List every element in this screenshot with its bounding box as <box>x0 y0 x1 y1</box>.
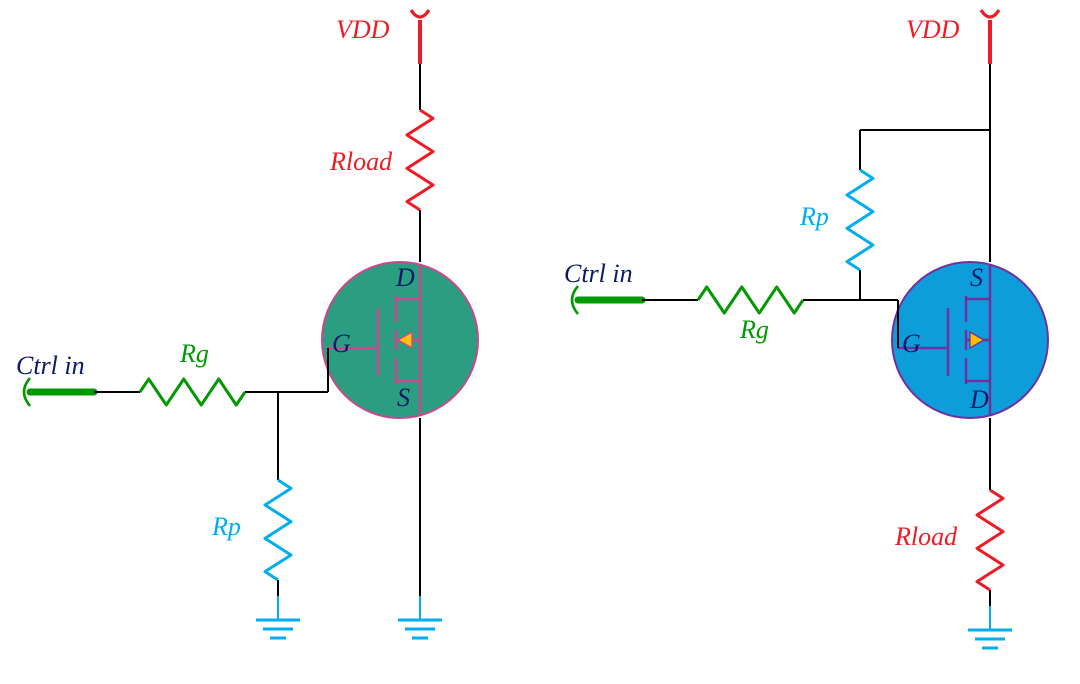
svg-text:VDD: VDD <box>336 15 390 44</box>
svg-text:Ctrl in: Ctrl in <box>564 259 633 288</box>
svg-text:Rg: Rg <box>179 339 209 368</box>
svg-text:Rp: Rp <box>211 512 241 541</box>
svg-text:G: G <box>902 329 921 358</box>
svg-text:VDD: VDD <box>906 15 960 44</box>
circuit-diagram: VDD Rload D S G Ctrl in Rg Rp VDD Rp Ctrl in Rg S D G R… <box>0 0 1080 684</box>
svg-text:S: S <box>397 383 410 412</box>
svg-text:Rp: Rp <box>799 202 829 231</box>
svg-text:Rload: Rload <box>894 522 958 551</box>
svg-text:D: D <box>395 263 415 292</box>
svg-text:D: D <box>969 385 989 414</box>
svg-text:Rload: Rload <box>329 147 393 176</box>
svg-text:G: G <box>332 329 351 358</box>
svg-text:Rg: Rg <box>739 315 769 344</box>
svg-text:Ctrl in: Ctrl in <box>16 351 85 380</box>
svg-text:S: S <box>970 263 983 292</box>
